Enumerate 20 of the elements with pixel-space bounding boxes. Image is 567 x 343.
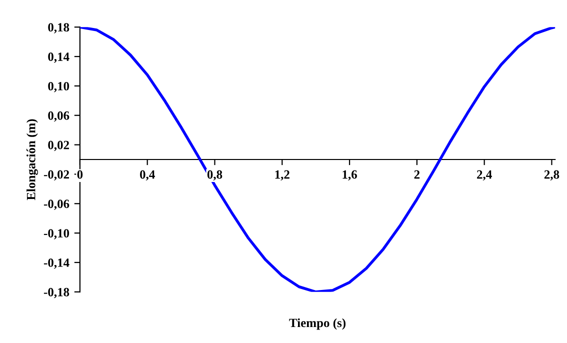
y-tick-label: 0,06 [48, 111, 70, 122]
x-tick-label: 1,2 [275, 170, 290, 181]
x-tick-label: 0,4 [140, 170, 155, 181]
x-tick-label: 2,4 [477, 170, 492, 181]
x-axis-title: Tiempo (s) [289, 318, 346, 330]
y-tick-label: -0,06 [44, 200, 70, 210]
x-tick-label: 0,8 [207, 170, 222, 181]
x-tick-label: 0 [77, 170, 83, 179]
y-tick-label: 0,10 [48, 82, 70, 92]
y-tick-label: 0,02 [48, 140, 69, 152]
x-tick-label: 2,8 [544, 170, 560, 181]
y-tick-label: -0,02 [44, 170, 69, 180]
y-tick-label: 0,18 [48, 23, 70, 34]
x-tick-label: 2 [414, 170, 420, 179]
x-tick-label: 1,6 [342, 170, 357, 181]
y-tick-label: -0,14 [44, 258, 70, 269]
y-tick-label: -0,10 [44, 229, 70, 240]
y-axis-title: Elongación (m) [26, 119, 38, 200]
y-tick-label: 0,14 [48, 52, 70, 63]
y-tick-label: -0,18 [44, 288, 70, 298]
